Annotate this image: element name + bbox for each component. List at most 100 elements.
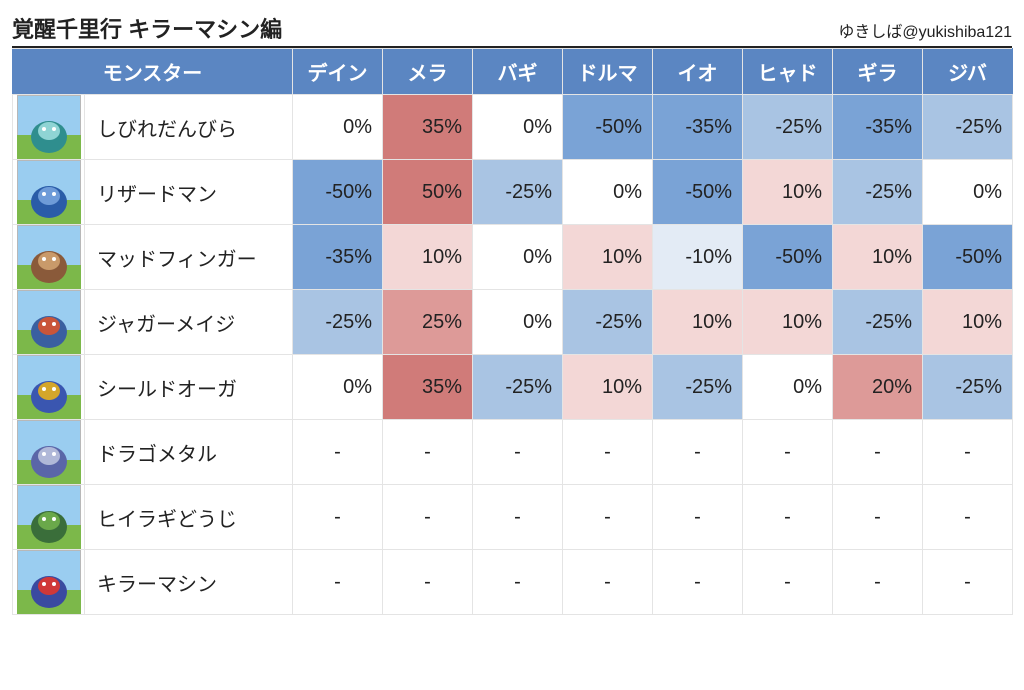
resistance-cell: - (653, 485, 743, 550)
resistance-cell: 10% (653, 290, 743, 355)
resistance-cell: - (653, 420, 743, 485)
monster-icon (17, 355, 81, 419)
resistance-cell: - (563, 485, 653, 550)
table-row: キラーマシン-------- (13, 550, 1013, 615)
resistance-cell: -25% (653, 355, 743, 420)
resistance-cell: 10% (923, 290, 1013, 355)
monster-icon (17, 160, 81, 224)
resistance-cell: 0% (473, 290, 563, 355)
resistance-cell: -10% (653, 225, 743, 290)
monster-icon (17, 225, 81, 289)
col-elem-3: ドルマ (563, 49, 653, 95)
resistance-cell: 50% (383, 160, 473, 225)
resistance-cell: 35% (383, 355, 473, 420)
table-row: ヒイラギどうじ-------- (13, 485, 1013, 550)
col-elem-7: ジバ (923, 49, 1013, 95)
resistance-cell: - (743, 485, 833, 550)
resistance-table: モンスター デイン メラ バギ ドルマ イオ ヒャド ギラ ジバ しびれだんびら… (12, 48, 1013, 615)
resistance-cell: - (293, 485, 383, 550)
monster-name: ドラゴメタル (85, 420, 293, 485)
monster-name: しびれだんびら (85, 95, 293, 160)
monster-icon-cell (13, 95, 85, 160)
resistance-cell: - (293, 420, 383, 485)
table-row: マッドフィンガー-35%10%0%10%-10%-50%10%-50% (13, 225, 1013, 290)
col-monster: モンスター (13, 49, 293, 95)
resistance-cell: - (743, 420, 833, 485)
resistance-cell: -25% (473, 160, 563, 225)
resistance-cell: -50% (293, 160, 383, 225)
resistance-cell: - (383, 485, 473, 550)
resistance-cell: -25% (743, 95, 833, 160)
monster-icon-cell (13, 290, 85, 355)
resistance-cell: - (833, 550, 923, 615)
col-elem-0: デイン (293, 49, 383, 95)
resistance-cell: -50% (923, 225, 1013, 290)
monster-icon-cell (13, 160, 85, 225)
resistance-cell: -25% (563, 290, 653, 355)
title-bar: 覚醒千里行 キラーマシン編 ゆきしば@yukishiba121 (12, 12, 1012, 48)
resistance-cell: 10% (743, 290, 833, 355)
col-elem-4: イオ (653, 49, 743, 95)
table-row: ジャガーメイジ-25%25%0%-25%10%10%-25%10% (13, 290, 1013, 355)
resistance-cell: - (833, 485, 923, 550)
monster-name: シールドオーガ (85, 355, 293, 420)
resistance-cell: - (473, 420, 563, 485)
monster-name: マッドフィンガー (85, 225, 293, 290)
resistance-cell: 10% (563, 225, 653, 290)
resistance-cell: 20% (833, 355, 923, 420)
resistance-cell: -25% (473, 355, 563, 420)
resistance-cell: - (743, 550, 833, 615)
resistance-cell: - (563, 550, 653, 615)
monster-icon-cell (13, 355, 85, 420)
monster-icon (17, 290, 81, 354)
table-row: リザードマン-50%50%-25%0%-50%10%-25%0% (13, 160, 1013, 225)
table-header-row: モンスター デイン メラ バギ ドルマ イオ ヒャド ギラ ジバ (13, 49, 1013, 95)
resistance-cell: - (383, 420, 473, 485)
resistance-cell: - (923, 550, 1013, 615)
col-elem-1: メラ (383, 49, 473, 95)
monster-icon-cell (13, 420, 85, 485)
monster-icon-cell (13, 550, 85, 615)
resistance-cell: 0% (563, 160, 653, 225)
resistance-cell: -35% (833, 95, 923, 160)
resistance-cell: 35% (383, 95, 473, 160)
col-elem-5: ヒャド (743, 49, 833, 95)
table-row: しびれだんびら0%35%0%-50%-35%-25%-35%-25% (13, 95, 1013, 160)
col-elem-6: ギラ (833, 49, 923, 95)
monster-name: ヒイラギどうじ (85, 485, 293, 550)
resistance-cell: 10% (833, 225, 923, 290)
resistance-cell: 0% (743, 355, 833, 420)
resistance-cell: - (473, 485, 563, 550)
monster-icon (17, 550, 81, 614)
resistance-cell: 10% (383, 225, 473, 290)
resistance-cell: - (563, 420, 653, 485)
resistance-cell: 0% (473, 225, 563, 290)
resistance-cell: 0% (923, 160, 1013, 225)
resistance-cell: - (923, 420, 1013, 485)
resistance-cell: 10% (743, 160, 833, 225)
monster-icon (17, 95, 81, 159)
resistance-cell: - (833, 420, 923, 485)
resistance-cell: 25% (383, 290, 473, 355)
page-title: 覚醒千里行 キラーマシン編 (12, 12, 282, 44)
resistance-cell: -25% (833, 290, 923, 355)
resistance-cell: 0% (473, 95, 563, 160)
monster-name: キラーマシン (85, 550, 293, 615)
monster-name: リザードマン (85, 160, 293, 225)
credit: ゆきしば@yukishiba121 (838, 18, 1012, 42)
table-row: ドラゴメタル-------- (13, 420, 1013, 485)
resistance-cell: 10% (563, 355, 653, 420)
resistance-cell: -50% (743, 225, 833, 290)
resistance-cell: - (923, 485, 1013, 550)
resistance-cell: -50% (563, 95, 653, 160)
monster-icon (17, 420, 81, 484)
resistance-cell: - (293, 550, 383, 615)
resistance-cell: - (383, 550, 473, 615)
monster-icon-cell (13, 485, 85, 550)
table-row: シールドオーガ0%35%-25%10%-25%0%20%-25% (13, 355, 1013, 420)
resistance-cell: -25% (923, 355, 1013, 420)
resistance-cell: -25% (293, 290, 383, 355)
monster-name: ジャガーメイジ (85, 290, 293, 355)
resistance-cell: -35% (653, 95, 743, 160)
resistance-cell: - (653, 550, 743, 615)
